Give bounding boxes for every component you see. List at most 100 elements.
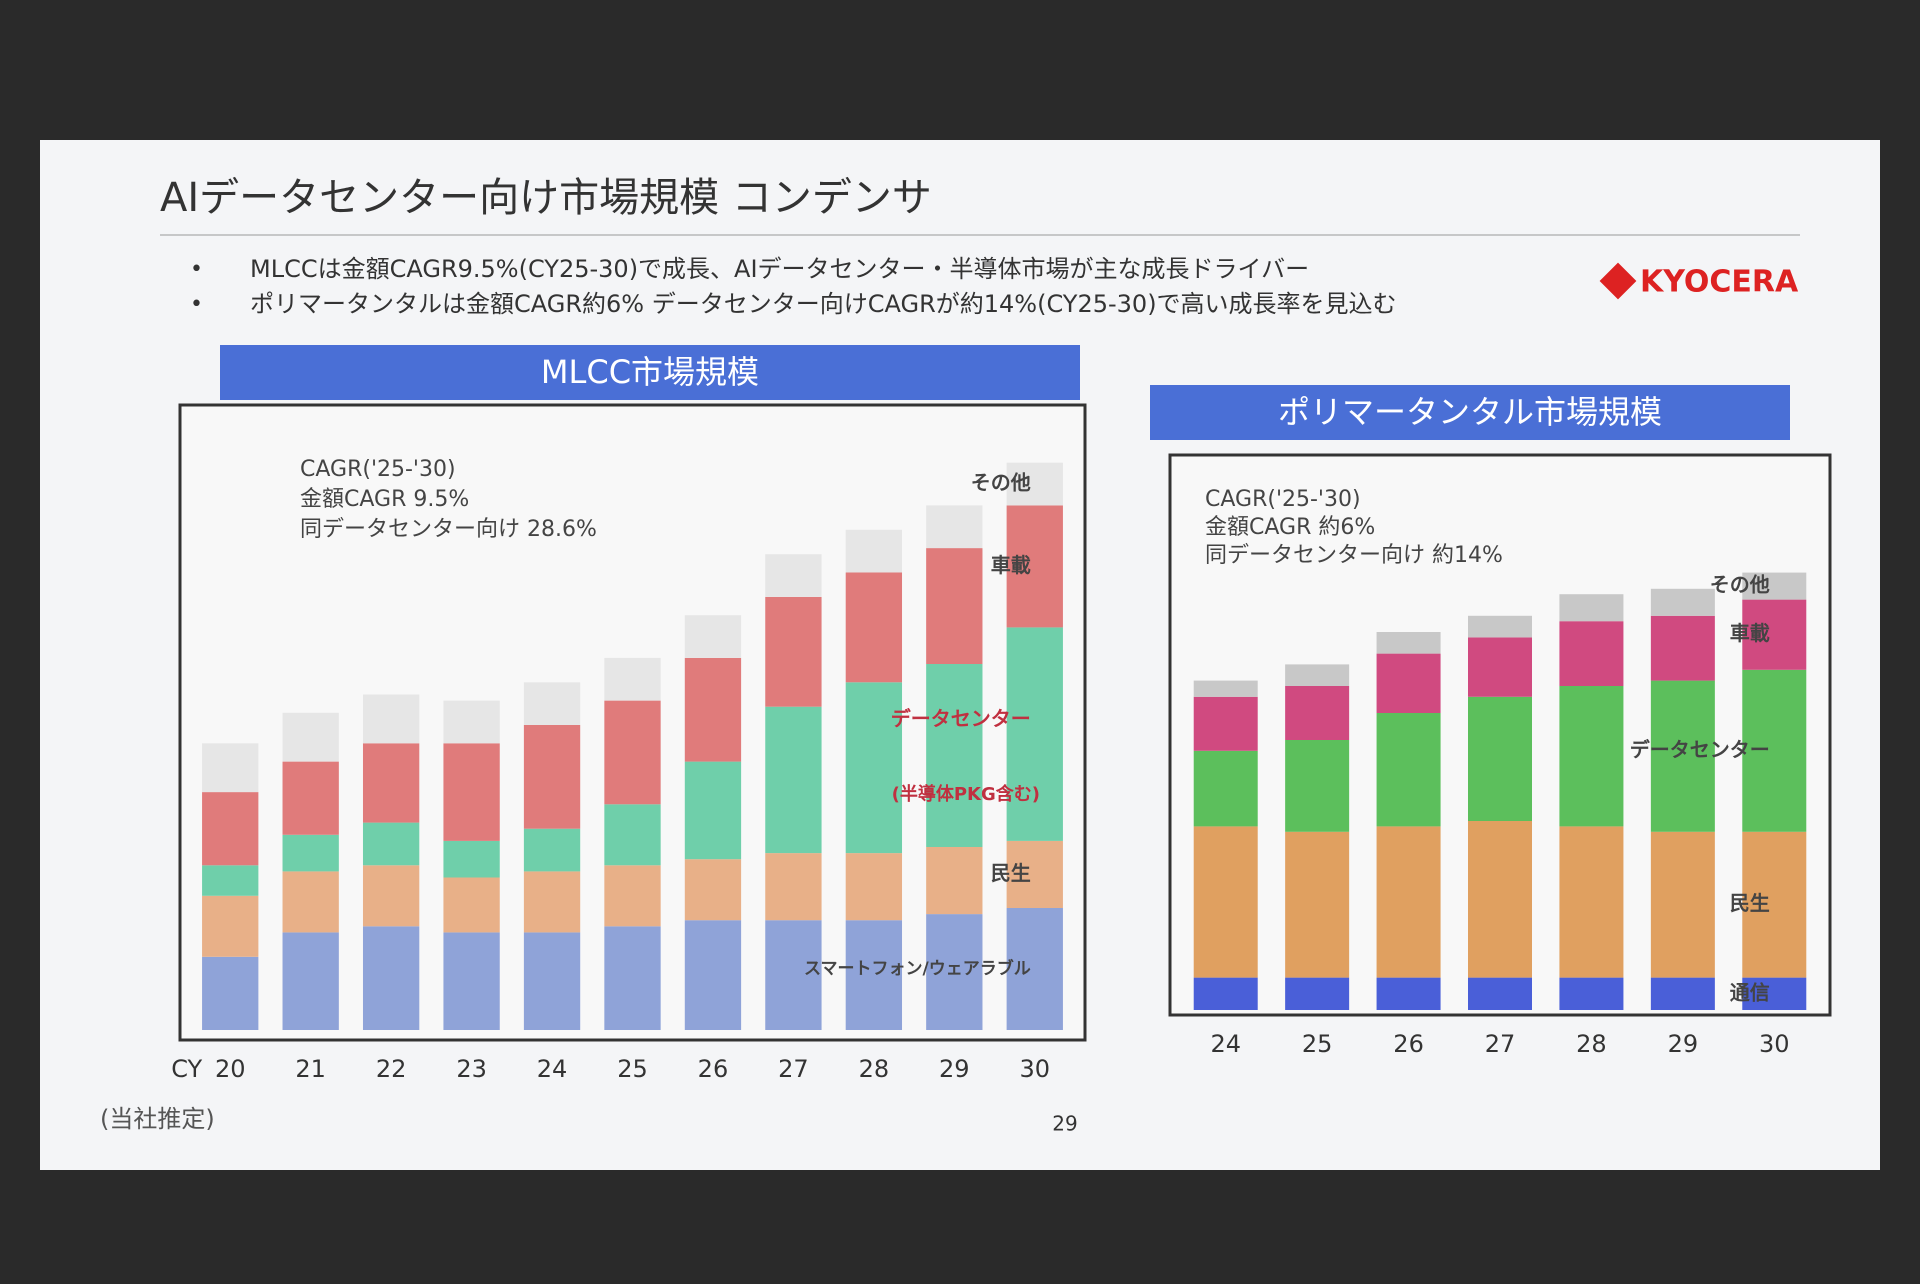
bar-segment	[362, 822, 420, 866]
bullet-dot: •	[190, 257, 203, 282]
bar-segment	[523, 932, 581, 1030]
bar-segment	[1376, 713, 1441, 827]
bar-segment	[1193, 680, 1258, 697]
bar-segment	[1742, 572, 1807, 600]
bar-segment	[282, 712, 339, 762]
bar-segment	[604, 804, 661, 866]
bar-segment	[1650, 680, 1715, 832]
series-label: その他	[1710, 573, 1770, 597]
bar-segment	[684, 615, 742, 658]
x-axis-label: CY	[171, 1055, 202, 1083]
annotation: CAGR('25-'30)	[1205, 487, 1361, 512]
bar-segment	[1285, 686, 1350, 740]
bar-segment	[1193, 696, 1258, 751]
bar-segment	[523, 682, 581, 725]
bullet-dot: •	[190, 292, 203, 317]
bar-segment	[1468, 696, 1532, 821]
bar-segment	[1559, 621, 1624, 686]
bar-segment	[1559, 826, 1624, 978]
chart-title: ポリマータンタル市場規模	[1278, 393, 1662, 431]
bar-segment	[1742, 831, 1807, 978]
bar-segment	[1559, 594, 1624, 622]
bar-segment	[926, 505, 983, 549]
bar-segment	[1650, 831, 1715, 978]
bar-segment	[443, 700, 500, 744]
bar-segment	[845, 682, 903, 854]
bar-segment	[1376, 977, 1441, 1010]
bar-segment	[1742, 977, 1807, 1010]
bullet: ポリマータンタルは金額CAGR約6% データセンター向けCAGRが約14%(CY…	[250, 290, 1397, 318]
note: (当社推定)	[100, 1105, 215, 1133]
bar-segment	[604, 657, 661, 701]
bar-segment	[443, 877, 500, 933]
bar-segment	[1650, 588, 1715, 616]
bar-segment	[926, 548, 983, 664]
bar-segment	[362, 865, 420, 927]
bar-segment	[1006, 462, 1063, 506]
x-tick-label: 22	[376, 1055, 407, 1083]
bar-segment	[1193, 977, 1258, 1010]
bar-segment	[362, 743, 420, 823]
bar-segment	[443, 932, 500, 1030]
series-label: 車載	[991, 553, 1031, 577]
bar-segment	[1468, 615, 1532, 638]
annotation: 金額CAGR 約6%	[1205, 515, 1375, 540]
bar-segment	[1285, 831, 1350, 978]
page-number: 29	[1052, 1112, 1077, 1136]
x-tick-label: 25	[1302, 1030, 1333, 1058]
bar-segment	[202, 895, 259, 957]
bar-segment	[1468, 637, 1532, 697]
x-tick-label: 27	[778, 1055, 809, 1083]
bar-segment	[1742, 599, 1807, 670]
bar-segment	[845, 920, 903, 1030]
bar-segment	[1285, 740, 1350, 832]
series-label: その他	[971, 471, 1031, 495]
x-tick-label: 27	[1485, 1030, 1516, 1058]
bar-segment	[1468, 977, 1532, 1010]
annotation: 同データセンター向け 約14%	[1205, 543, 1503, 568]
bar-segment	[604, 926, 661, 1030]
chart-banner	[220, 345, 1080, 400]
bar-segment	[845, 529, 903, 573]
bar-segment	[1193, 826, 1258, 978]
x-tick-label: 28	[1576, 1030, 1607, 1058]
bar-segment	[684, 859, 742, 921]
x-tick-label: 21	[295, 1055, 326, 1083]
x-tick-label: 25	[617, 1055, 648, 1083]
bar-segment	[1559, 686, 1624, 827]
series-label: 民生	[1730, 891, 1770, 915]
x-tick-label: 20	[215, 1055, 246, 1083]
bar-segment	[684, 920, 742, 1030]
bar-segment	[1193, 750, 1258, 827]
annotation: 同データセンター向け 28.6%	[300, 517, 597, 542]
bar-segment	[523, 725, 581, 829]
bar-segment	[202, 865, 259, 896]
bar-segment	[845, 572, 903, 683]
x-tick-label: 24	[1210, 1030, 1241, 1058]
bar-segment	[282, 932, 339, 1030]
bar-segment	[926, 914, 983, 1030]
bar-segment	[926, 847, 983, 915]
logo: KYOCERA	[1640, 265, 1799, 300]
x-tick-label: 30	[1759, 1030, 1790, 1058]
bar-segment	[202, 792, 259, 866]
x-tick-label: 26	[698, 1055, 729, 1083]
bar-segment	[765, 920, 822, 1030]
bar-segment	[1376, 632, 1441, 654]
logo-mark	[1599, 262, 1637, 300]
series-label: データセンター	[1630, 737, 1770, 761]
bar-segment	[362, 926, 420, 1030]
x-tick-label: 24	[537, 1055, 568, 1083]
bar-segment	[282, 834, 339, 872]
bar-segment	[362, 694, 420, 744]
bar-segment	[765, 596, 822, 707]
series-label: スマートフォン/ウェアラブル	[804, 958, 1031, 979]
bar-segment	[523, 871, 581, 933]
annotation: (半導体PKG含む)	[892, 783, 1040, 805]
series-label: 通信	[1730, 980, 1770, 1004]
bar-segment	[282, 871, 339, 933]
bar-segment	[1650, 615, 1715, 681]
x-tick-label: 23	[456, 1055, 487, 1083]
x-tick-label: 29	[1668, 1030, 1699, 1058]
